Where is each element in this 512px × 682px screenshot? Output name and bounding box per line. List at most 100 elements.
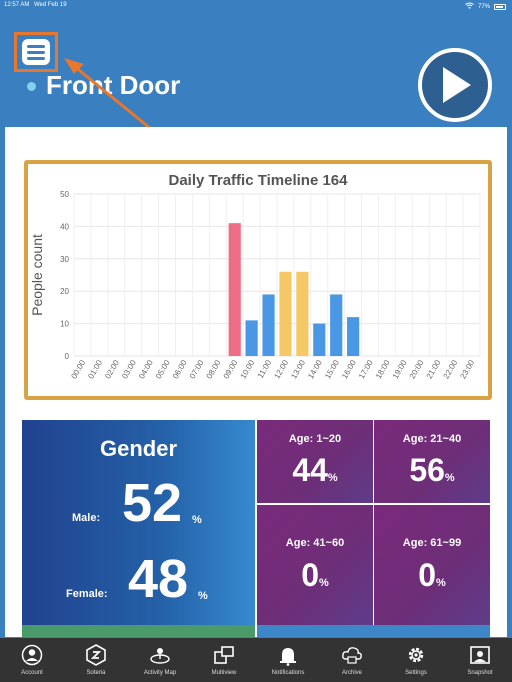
y-tick-label: 40 — [60, 222, 69, 231]
x-tick-label: 20:00 — [408, 358, 426, 380]
x-tick-label: 14:00 — [306, 358, 324, 380]
gender-card: Gender Male: 52 % Female: 48 % — [22, 420, 255, 625]
x-tick-label: 09:00 — [222, 358, 240, 380]
nav-multiview[interactable]: Multiview — [192, 638, 256, 682]
male-label: Male: — [72, 512, 101, 524]
page-title: Front Door — [46, 70, 181, 100]
status-bar: 12:57 AM Wed Feb 19 77% — [0, 0, 512, 12]
status-right: 77% — [465, 2, 506, 11]
y-tick-label: 10 — [60, 320, 69, 329]
nav-account[interactable]: Account — [0, 638, 64, 682]
nav-label: Multiview — [211, 670, 237, 676]
gear-icon — [408, 647, 424, 663]
status-date: Wed Feb 19 — [34, 2, 67, 8]
chart-bar — [262, 294, 275, 356]
nav-label: Archive — [341, 670, 362, 676]
x-tick-label: 18:00 — [374, 358, 392, 380]
bottom-nav: Account Soteria Activity Map Multiview N… — [0, 638, 512, 682]
y-tick-label: 30 — [60, 255, 69, 264]
x-tick-label: 21:00 — [425, 358, 443, 380]
nav-notifications[interactable]: Notifications — [256, 638, 320, 682]
nav-soteria[interactable]: Soteria — [64, 638, 128, 682]
notifications-icon — [280, 648, 296, 666]
play-button[interactable] — [418, 48, 492, 122]
age-number: 0 — [418, 557, 436, 593]
x-tick-label: 23:00 — [458, 358, 476, 380]
age-card-41-60: Age: 41~60 0% — [257, 505, 373, 625]
age-label: Age: 21~40 — [402, 433, 462, 445]
age-value: 56% — [374, 452, 490, 489]
x-tick-label: 10:00 — [239, 358, 257, 380]
female-value: 48 — [128, 549, 189, 609]
chart-bar — [279, 271, 292, 356]
y-tick-label: 0 — [65, 352, 70, 361]
y-tick-label: 20 — [60, 287, 69, 296]
nav-label: Settings — [405, 670, 427, 676]
nav-archive[interactable]: Archive — [320, 638, 384, 682]
nav-snapshot[interactable]: Snapshot — [448, 638, 512, 682]
x-tick-label: 15:00 — [323, 358, 341, 380]
x-tick-label: 05:00 — [154, 358, 172, 380]
archive-icon — [342, 647, 362, 664]
male-unit: % — [192, 514, 202, 526]
age-label: Age: 41~60 — [285, 537, 345, 549]
chart-svg: Daily Traffic Timeline 164 0 10 20 30 40 50 Peo… — [29, 172, 481, 380]
multiview-icon — [214, 646, 234, 664]
y-axis-label: People count — [29, 234, 45, 316]
age-unit: % — [436, 577, 446, 589]
chart-bar — [347, 317, 360, 356]
nav-label: Soteria — [86, 670, 106, 676]
status-time: 12:57 AM — [4, 2, 30, 8]
account-icon — [21, 644, 43, 666]
age-unit: % — [327, 472, 338, 484]
age-card-61-99: Age: 61~99 0% — [374, 505, 490, 625]
age-card-1-20: Age: 1~20 44% — [257, 420, 373, 503]
chart-bar — [296, 271, 309, 356]
nav-label: Notifications — [271, 670, 305, 676]
female-label: Female: — [66, 588, 108, 600]
x-tick-label: 12:00 — [272, 358, 290, 380]
chart-bar — [330, 294, 343, 356]
x-tick-label: 22:00 — [442, 358, 460, 380]
nav-label: Account — [21, 670, 43, 676]
traffic-chart: Daily Traffic Timeline 164 0 10 20 30 40 50 Peo… — [24, 160, 492, 400]
nav-settings[interactable]: Settings — [384, 638, 448, 682]
age-number: 44 — [292, 452, 328, 488]
next-card-strip — [22, 625, 255, 637]
x-tick-label: 00:00 — [69, 358, 87, 380]
hamburger-menu-icon — [22, 39, 50, 65]
age-card-21-40: Age: 21~40 56% — [374, 420, 490, 503]
content-panel: Daily Traffic Timeline 164 0 10 20 30 40 50 Peo… — [5, 127, 507, 637]
next-card-strip — [257, 625, 490, 637]
battery-percent: 77% — [477, 3, 490, 10]
x-tick-label: 16:00 — [340, 358, 358, 380]
x-tick-label: 07:00 — [188, 358, 206, 380]
age-number: 0 — [301, 557, 319, 593]
female-unit: % — [198, 590, 208, 602]
snapshot-icon — [470, 646, 490, 664]
x-tick-label: 17:00 — [357, 358, 375, 380]
x-tick-label: 02:00 — [103, 358, 121, 380]
x-tick-label: 04:00 — [137, 358, 155, 380]
x-tick-label: 06:00 — [171, 358, 189, 380]
chart-title: Daily Traffic Timeline 164 — [169, 172, 349, 189]
x-tick-label: 03:00 — [120, 358, 138, 380]
gender-title: Gender — [99, 436, 178, 461]
battery-icon — [494, 3, 506, 10]
x-tick-label: 08:00 — [205, 358, 223, 380]
age-value: 44% — [257, 452, 373, 489]
x-tick-label: 01:00 — [86, 358, 104, 380]
soteria-icon — [86, 644, 106, 666]
age-unit: % — [444, 472, 455, 484]
chart-bar — [313, 323, 326, 356]
x-tick-label: 13:00 — [289, 358, 307, 380]
demographics: Gender Male: 52 % Female: 48 % Age: 1~20… — [22, 420, 490, 637]
menu-button[interactable] — [14, 32, 58, 72]
x-tick-label: 19:00 — [391, 358, 409, 380]
x-tick-label: 11:00 — [256, 358, 274, 380]
age-number: 56 — [409, 452, 445, 488]
age-value: 0% — [257, 557, 373, 594]
nav-activity-map[interactable]: Activity Map — [128, 638, 192, 682]
chart-bar — [245, 320, 258, 356]
age-label: Age: 1~20 — [288, 433, 342, 445]
